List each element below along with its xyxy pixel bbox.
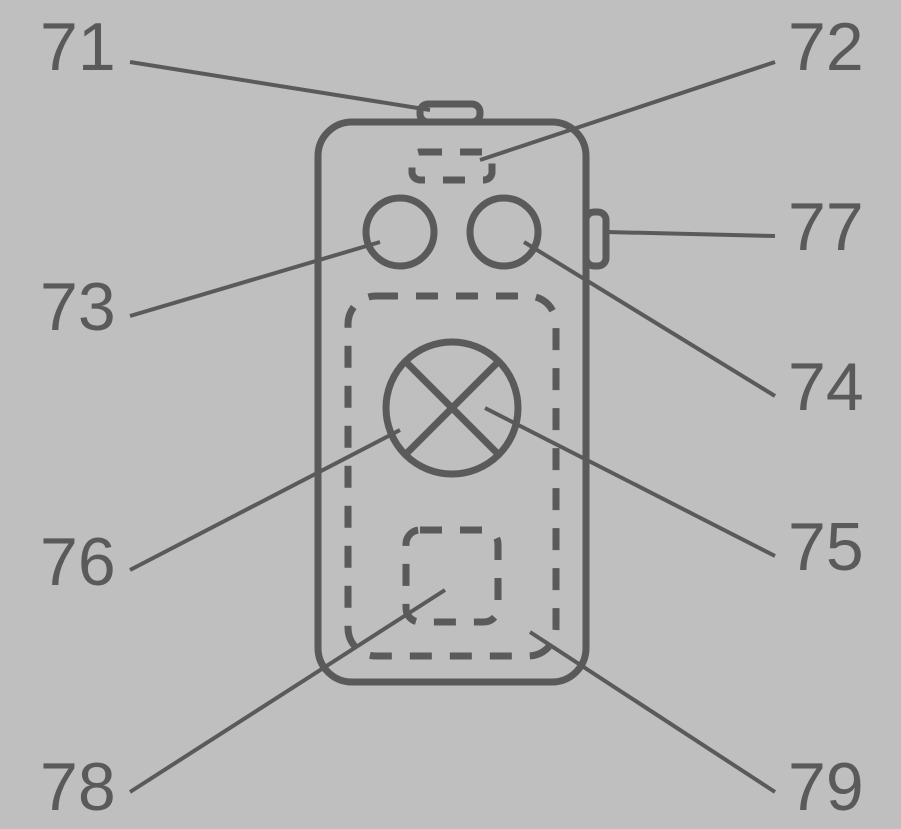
label-71: 71 bbox=[40, 9, 116, 85]
leader-l78 bbox=[130, 590, 445, 792]
leader-l73 bbox=[130, 242, 380, 316]
lens-left bbox=[366, 198, 434, 266]
leader-l74 bbox=[524, 242, 775, 396]
device-body bbox=[318, 122, 586, 682]
lens-right bbox=[470, 198, 538, 266]
label-78: 78 bbox=[40, 749, 116, 825]
side-button bbox=[586, 212, 606, 266]
label-77: 77 bbox=[788, 189, 864, 265]
label-74: 74 bbox=[788, 349, 864, 425]
label-79: 79 bbox=[788, 749, 864, 825]
leader-l71 bbox=[130, 62, 430, 110]
top-slot bbox=[412, 152, 492, 180]
diagram-canvas: 71 72 73 74 75 76 77 78 79 bbox=[0, 0, 901, 829]
leader-l79 bbox=[530, 632, 775, 792]
leader-l72 bbox=[480, 62, 775, 160]
device bbox=[318, 104, 606, 682]
x-wheel bbox=[386, 342, 518, 474]
label-72: 72 bbox=[788, 9, 864, 85]
label-75: 75 bbox=[788, 509, 864, 585]
label-76: 76 bbox=[40, 524, 116, 600]
callout-labels: 71 72 73 74 75 76 77 78 79 bbox=[40, 9, 864, 825]
leader-l76 bbox=[130, 430, 400, 570]
leader-l77 bbox=[606, 232, 775, 236]
label-73: 73 bbox=[40, 269, 116, 345]
leader-l75 bbox=[485, 408, 775, 556]
